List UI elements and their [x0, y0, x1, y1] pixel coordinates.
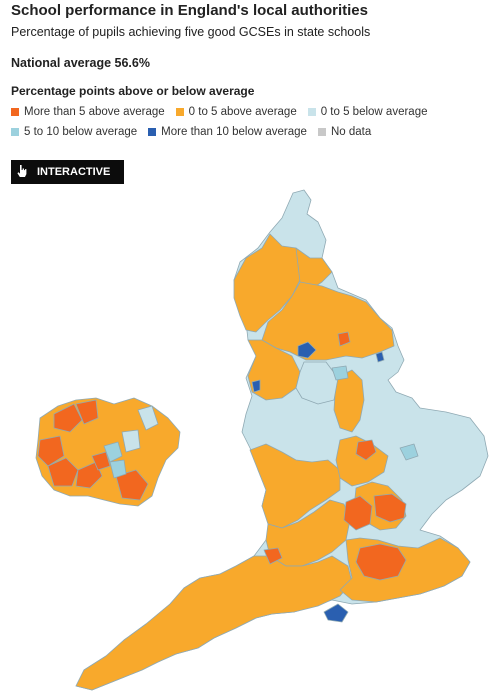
swatch [148, 128, 157, 136]
london-hammersmith [75, 461, 103, 489]
legend-item-above5: More than 5 above average [11, 106, 165, 118]
region-bucks [343, 495, 373, 531]
swatch [11, 108, 19, 116]
london-richmond [91, 451, 111, 471]
london-ealing [47, 457, 79, 487]
legend-item-nodata: No data [317, 126, 372, 138]
legend-label: 0 to 5 below average [320, 106, 428, 118]
region-south-east [339, 537, 471, 603]
region-knowsley [251, 379, 261, 393]
legend-label: 5 to 10 below average [24, 126, 138, 138]
legend-item-below5: 5 to 10 below average [11, 126, 137, 138]
region-norfolk-spot [399, 443, 419, 461]
legend-label: More than 5 above average [24, 106, 165, 118]
legend-label: 0 to 5 above average [188, 106, 297, 118]
page-title: School performance in England's local au… [11, 2, 368, 19]
region-derby [295, 361, 339, 405]
legend-item-below0: 0 to 5 below average [307, 106, 428, 118]
region-north-yorks-spot [337, 331, 351, 347]
region-rutland [355, 439, 377, 461]
interactive-button[interactable]: INTERACTIVE [11, 160, 124, 184]
london-havering [137, 405, 159, 431]
region-doncaster [331, 365, 349, 381]
region-notts [333, 369, 365, 433]
national-average: National average 56.6% [11, 56, 150, 70]
legend-row: 5 to 10 below average More than 10 below… [11, 122, 501, 142]
swatch [175, 108, 184, 116]
region-lancashire [247, 339, 301, 401]
region-wokingham [263, 547, 283, 565]
interactive-label: INTERACTIVE [37, 166, 111, 178]
region-hull [375, 351, 385, 363]
region-west-midlands [249, 443, 341, 529]
london-hackney [109, 459, 127, 479]
legend: More than 5 above average 0 to 5 above a… [11, 102, 501, 142]
region-herts-inner [373, 493, 407, 523]
london-sutton [115, 469, 149, 501]
legend-title: Percentage points above or below average [11, 84, 255, 98]
page-subtitle: Percentage of pupils achieving five good… [11, 25, 371, 39]
region-southwest [75, 555, 353, 691]
london-islington [103, 441, 123, 463]
swatch [317, 128, 326, 136]
region-surrey [355, 543, 407, 581]
legend-label: No data [330, 126, 372, 138]
legend-row: More than 5 above average 0 to 5 above a… [11, 102, 501, 122]
london-enfield [75, 399, 99, 425]
region-isle-of-wight [323, 603, 349, 623]
region-yorkshire [261, 281, 395, 361]
legend-item-below10: More than 10 below average [148, 126, 307, 138]
swatch [307, 108, 316, 116]
swatch [11, 128, 19, 136]
legend-label: More than 10 below average [161, 126, 307, 138]
legend-item-above0: 0 to 5 above average [175, 106, 297, 118]
london-inset [35, 397, 181, 507]
london-tower-hamlets [121, 429, 141, 453]
region-north-west [233, 233, 305, 333]
london-harrow [37, 435, 65, 467]
hand-pointer-icon [17, 164, 31, 180]
london-barnet [53, 403, 83, 433]
region-bradford [297, 341, 317, 359]
